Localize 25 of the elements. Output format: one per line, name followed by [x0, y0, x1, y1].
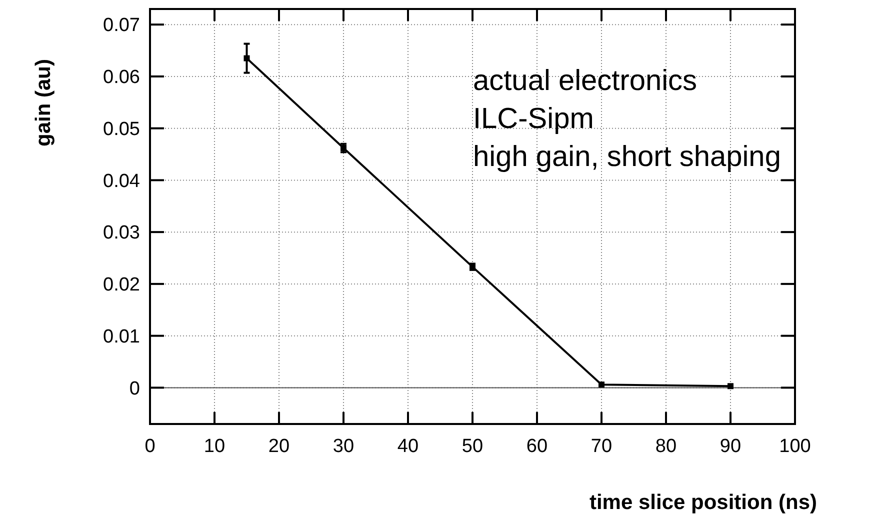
y-tick-label: 0.03 [103, 222, 140, 244]
annotation: actual electronics [473, 65, 698, 97]
y-tick-label: 0 [129, 378, 140, 400]
y-tick-label: 0.06 [103, 67, 140, 88]
x-tick-label: 40 [397, 436, 419, 457]
x-tick-label: 60 [526, 436, 548, 457]
y-tick-label: 0.07 [103, 15, 140, 36]
y-tick-label: 0.05 [103, 118, 140, 140]
point [244, 55, 250, 62]
x-tick-label: 90 [720, 436, 742, 457]
x-tick-label: 100 [779, 436, 811, 457]
y-tick-label: 0.02 [103, 274, 140, 296]
x-tick-label: 80 [655, 436, 677, 457]
x-tick-label: 70 [590, 436, 612, 457]
x-tick-label: 0 [144, 436, 156, 457]
annotation: ILC-Sipm [473, 103, 594, 135]
x-tick-label: 10 [204, 436, 226, 457]
x-tick-label: 50 [462, 436, 484, 457]
annotation: high gain, short shaping [473, 141, 781, 173]
x-axis-title: time slice position (ns) [589, 491, 817, 514]
x-tick-label: 20 [268, 436, 290, 457]
y-axis-title: gain (au) [32, 59, 55, 146]
y-tick-label: 0.04 [103, 170, 140, 192]
x-tick-label: 30 [332, 436, 354, 457]
y-tick-label: 0.01 [103, 326, 140, 348]
